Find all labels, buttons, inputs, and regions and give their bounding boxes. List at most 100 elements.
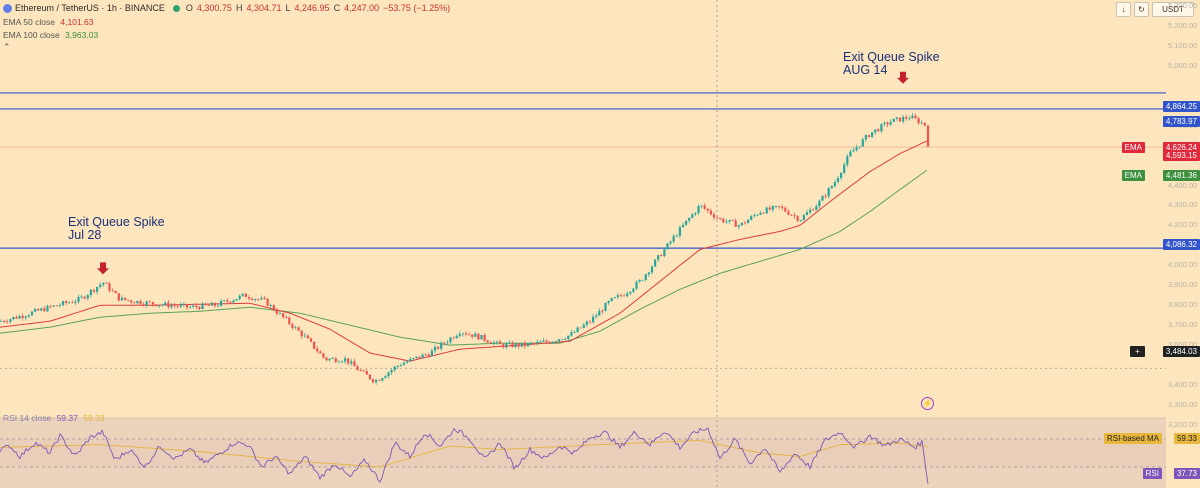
candle-body xyxy=(154,304,158,307)
candle-body xyxy=(27,315,30,317)
candle-body xyxy=(68,302,71,304)
candle-body xyxy=(375,380,378,383)
candle-body xyxy=(632,288,635,292)
candle-body xyxy=(781,206,784,208)
candle-body xyxy=(805,212,809,216)
add-icon[interactable]: + xyxy=(1130,346,1145,357)
candle-body xyxy=(762,212,765,214)
candle-body xyxy=(635,281,638,289)
candle-body xyxy=(815,206,818,211)
candle-body xyxy=(570,332,573,336)
candle-body xyxy=(430,350,433,357)
price-tick-14: 3,300.00 xyxy=(1168,400,1198,409)
candle-body xyxy=(344,358,347,362)
candle-body xyxy=(49,305,52,307)
arrow-down-icon[interactable]: ↓ xyxy=(1116,2,1131,17)
candle-body xyxy=(483,334,486,341)
candle-body xyxy=(480,334,483,340)
price-tick-3: 5,000.00 xyxy=(1168,60,1198,70)
candle-body xyxy=(114,290,117,294)
candle-body xyxy=(123,297,127,300)
candle-body xyxy=(920,122,923,124)
ema50-line-group xyxy=(0,140,928,362)
candle-body xyxy=(719,217,722,219)
ema100-legend[interactable]: EMA 100 close 3,963.03 xyxy=(3,30,98,40)
currency-selector[interactable]: USDT xyxy=(1152,2,1194,17)
rsi-pane xyxy=(0,427,929,484)
candle-body xyxy=(291,323,294,328)
lightning-icon[interactable]: ⚡ xyxy=(921,397,934,410)
candle-body xyxy=(505,343,508,348)
candle-body xyxy=(251,298,254,301)
candle-body xyxy=(709,210,712,215)
candle-body xyxy=(446,342,449,344)
candle-body xyxy=(548,341,551,344)
candle-body xyxy=(526,343,530,347)
candle-body xyxy=(58,305,61,306)
price-tick-15: 3,200.00 xyxy=(1168,419,1198,429)
candle-body xyxy=(688,217,691,221)
ema50-legend[interactable]: EMA 50 close 4,101.63 xyxy=(3,17,93,27)
candle-body xyxy=(650,266,654,273)
ema100-line-group xyxy=(0,169,928,346)
candle-body xyxy=(220,300,223,306)
candle-body xyxy=(539,341,542,343)
candle-body xyxy=(753,215,756,217)
candle-body xyxy=(607,301,610,304)
low-value: 4,246.95 xyxy=(294,3,330,13)
candle-body xyxy=(576,327,579,333)
candle-body xyxy=(402,362,406,366)
candle-body xyxy=(325,357,328,361)
candle-body xyxy=(675,235,678,237)
candle-body xyxy=(784,207,787,212)
candle-body xyxy=(257,299,260,300)
candle-body xyxy=(427,354,430,357)
candle-body xyxy=(443,342,446,344)
candle-body xyxy=(406,361,409,363)
candle-body xyxy=(409,358,412,362)
refresh-icon[interactable]: ↻ xyxy=(1134,2,1149,17)
candle-body xyxy=(592,316,595,323)
spike-arrow-icon-0 xyxy=(97,262,109,275)
candle-body xyxy=(161,304,164,306)
candle-body xyxy=(471,334,474,337)
candle-body xyxy=(167,302,170,308)
candle-body xyxy=(508,342,511,344)
rsi-ma-tag: 59.33 xyxy=(1173,433,1200,444)
rsi-ma-legend-value: 59.33 xyxy=(83,413,105,423)
candle-body xyxy=(582,324,585,328)
candle-body xyxy=(902,116,905,122)
candle-body xyxy=(347,358,350,364)
candle-body xyxy=(691,214,694,218)
collapse-legend-icon[interactable]: ⌃ xyxy=(3,42,11,52)
candle-body xyxy=(561,339,564,341)
live-dot-icon xyxy=(172,4,180,12)
candle-body xyxy=(148,301,151,303)
annotation-jul28: Exit Queue Spike Jul 28 xyxy=(68,216,165,242)
rsi-legend[interactable]: RSI 14 close 59.37 59.33 xyxy=(3,413,105,423)
candle-body xyxy=(533,343,536,344)
candle-body xyxy=(207,305,210,306)
candle-body xyxy=(331,358,334,360)
candle-body xyxy=(771,206,774,210)
price-tick-2: 5,100.00 xyxy=(1168,40,1198,50)
candle-body xyxy=(858,146,861,148)
candle-body xyxy=(80,296,83,298)
candle-body xyxy=(759,212,762,215)
candle-body xyxy=(96,286,99,292)
candle-body xyxy=(111,290,114,292)
candle-body xyxy=(260,298,263,300)
candle-body xyxy=(923,122,926,126)
candle-body xyxy=(843,164,846,173)
candle-body xyxy=(247,297,251,299)
candle-body xyxy=(322,353,325,358)
candle-body xyxy=(626,293,629,297)
candle-body xyxy=(728,219,731,222)
symbol-title[interactable]: Ethereum / TetherUS · 1h · BINANCE xyxy=(15,3,165,13)
candle-body xyxy=(390,370,393,373)
candle-body xyxy=(502,344,505,348)
level-tag-top: 4,864.25 xyxy=(1162,101,1200,112)
candle-body xyxy=(551,341,554,344)
candle-body xyxy=(328,358,331,361)
